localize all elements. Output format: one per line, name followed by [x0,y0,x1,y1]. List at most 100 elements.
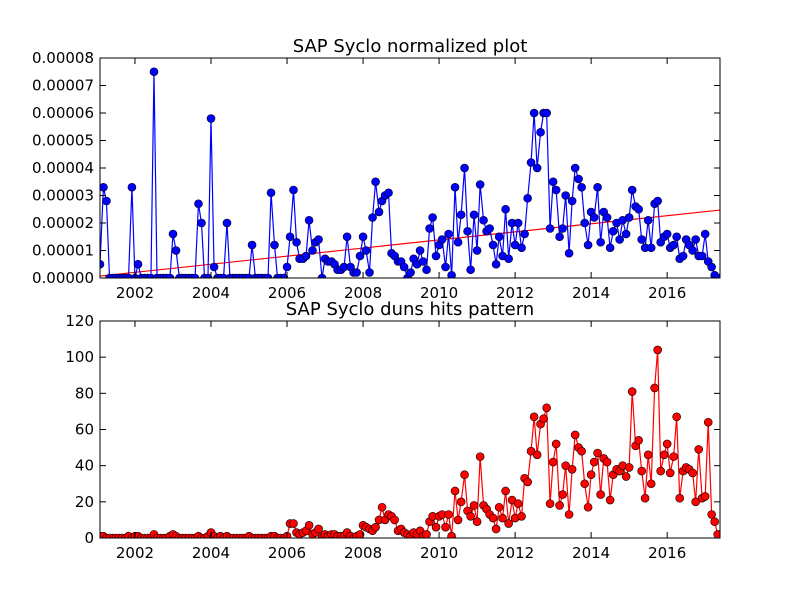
data-point [263,273,273,278]
data-point [447,270,456,278]
data-point [317,273,327,278]
data-point [425,224,434,233]
y-tick-label: 0 [84,529,94,547]
data-point [171,246,181,255]
data-point [124,273,133,278]
data-point [523,477,532,487]
data-point [456,497,466,507]
data-point [203,273,213,278]
data-point [355,530,365,538]
x-tick-label: 2004 [192,544,230,562]
data-point [504,519,513,528]
data-point [466,265,475,275]
data-point [621,229,631,239]
data-point [659,450,669,460]
data-point [700,229,710,239]
data-point [399,262,409,272]
data-point [593,448,602,458]
data-point [472,246,482,255]
data-point [545,224,555,233]
data-point [100,259,105,269]
data-point [358,232,368,242]
data-point [564,248,574,258]
data-point [282,262,292,272]
data-point [646,479,656,489]
x-tick-label: 2012 [496,544,534,562]
data-point [665,468,675,478]
data-point [289,185,298,195]
data-point [460,163,469,173]
x-tick-label: 2016 [648,544,686,562]
data-point [444,229,453,239]
data-point [190,273,200,278]
data-point [100,182,108,192]
data-point [374,207,384,217]
data-point [520,229,529,239]
x-tick-label: 2006 [268,544,306,562]
data-point [624,213,634,222]
data-point [222,218,232,228]
plot-frame [99,320,721,539]
x-tick-label: 2002 [116,284,154,302]
y-tick-label: 80 [75,384,94,402]
data-point [583,240,593,250]
data-point [437,235,447,244]
data-point [431,522,441,532]
data-point [634,204,643,214]
data-point [653,345,662,355]
data-point [453,515,463,525]
data-point [365,268,374,277]
x-tick-label: 2006 [268,284,306,302]
data-point [314,235,323,244]
data-point [168,229,178,239]
data-point [713,273,720,278]
data-point [536,127,545,137]
data-point [662,229,672,239]
data-point [102,196,111,206]
x-tick-label: 2016 [648,284,686,302]
data-point [447,531,456,538]
data-point [466,511,475,521]
data-point [656,466,665,476]
data-point [596,237,605,247]
data-point [513,218,523,228]
data-point [567,464,577,474]
data-point [406,268,415,277]
data-point [532,163,542,173]
data-point [450,486,460,496]
data-point [475,452,485,461]
data-point [589,213,599,222]
x-tick-label: 2008 [344,544,382,562]
data-point [688,468,697,478]
data-point [270,240,279,250]
y-tick-label: 0.00007 [32,77,94,95]
data-point [558,490,567,499]
data-point [361,246,371,255]
data-point [707,262,716,272]
data-point [209,262,219,272]
data-point [567,196,577,206]
data-point [691,235,700,244]
data-point [529,412,539,422]
data-point [650,383,659,393]
data-point [643,215,653,225]
data-point [194,199,203,209]
data-point [627,387,637,396]
data-point [602,457,612,467]
plot-frame [99,57,721,279]
data-point [558,224,567,233]
data-point [605,243,615,253]
data-point [244,273,254,278]
y-tick-label: 120 [65,312,94,330]
x-tick-label: 2008 [344,284,382,302]
data-point [422,265,431,275]
data-point [463,226,472,236]
data-point [678,251,688,261]
data-point [539,414,548,423]
data-point [475,180,485,189]
data-point [377,502,387,512]
y-tick-label: 0.00005 [32,132,94,150]
y-tick-label: 60 [75,421,94,439]
